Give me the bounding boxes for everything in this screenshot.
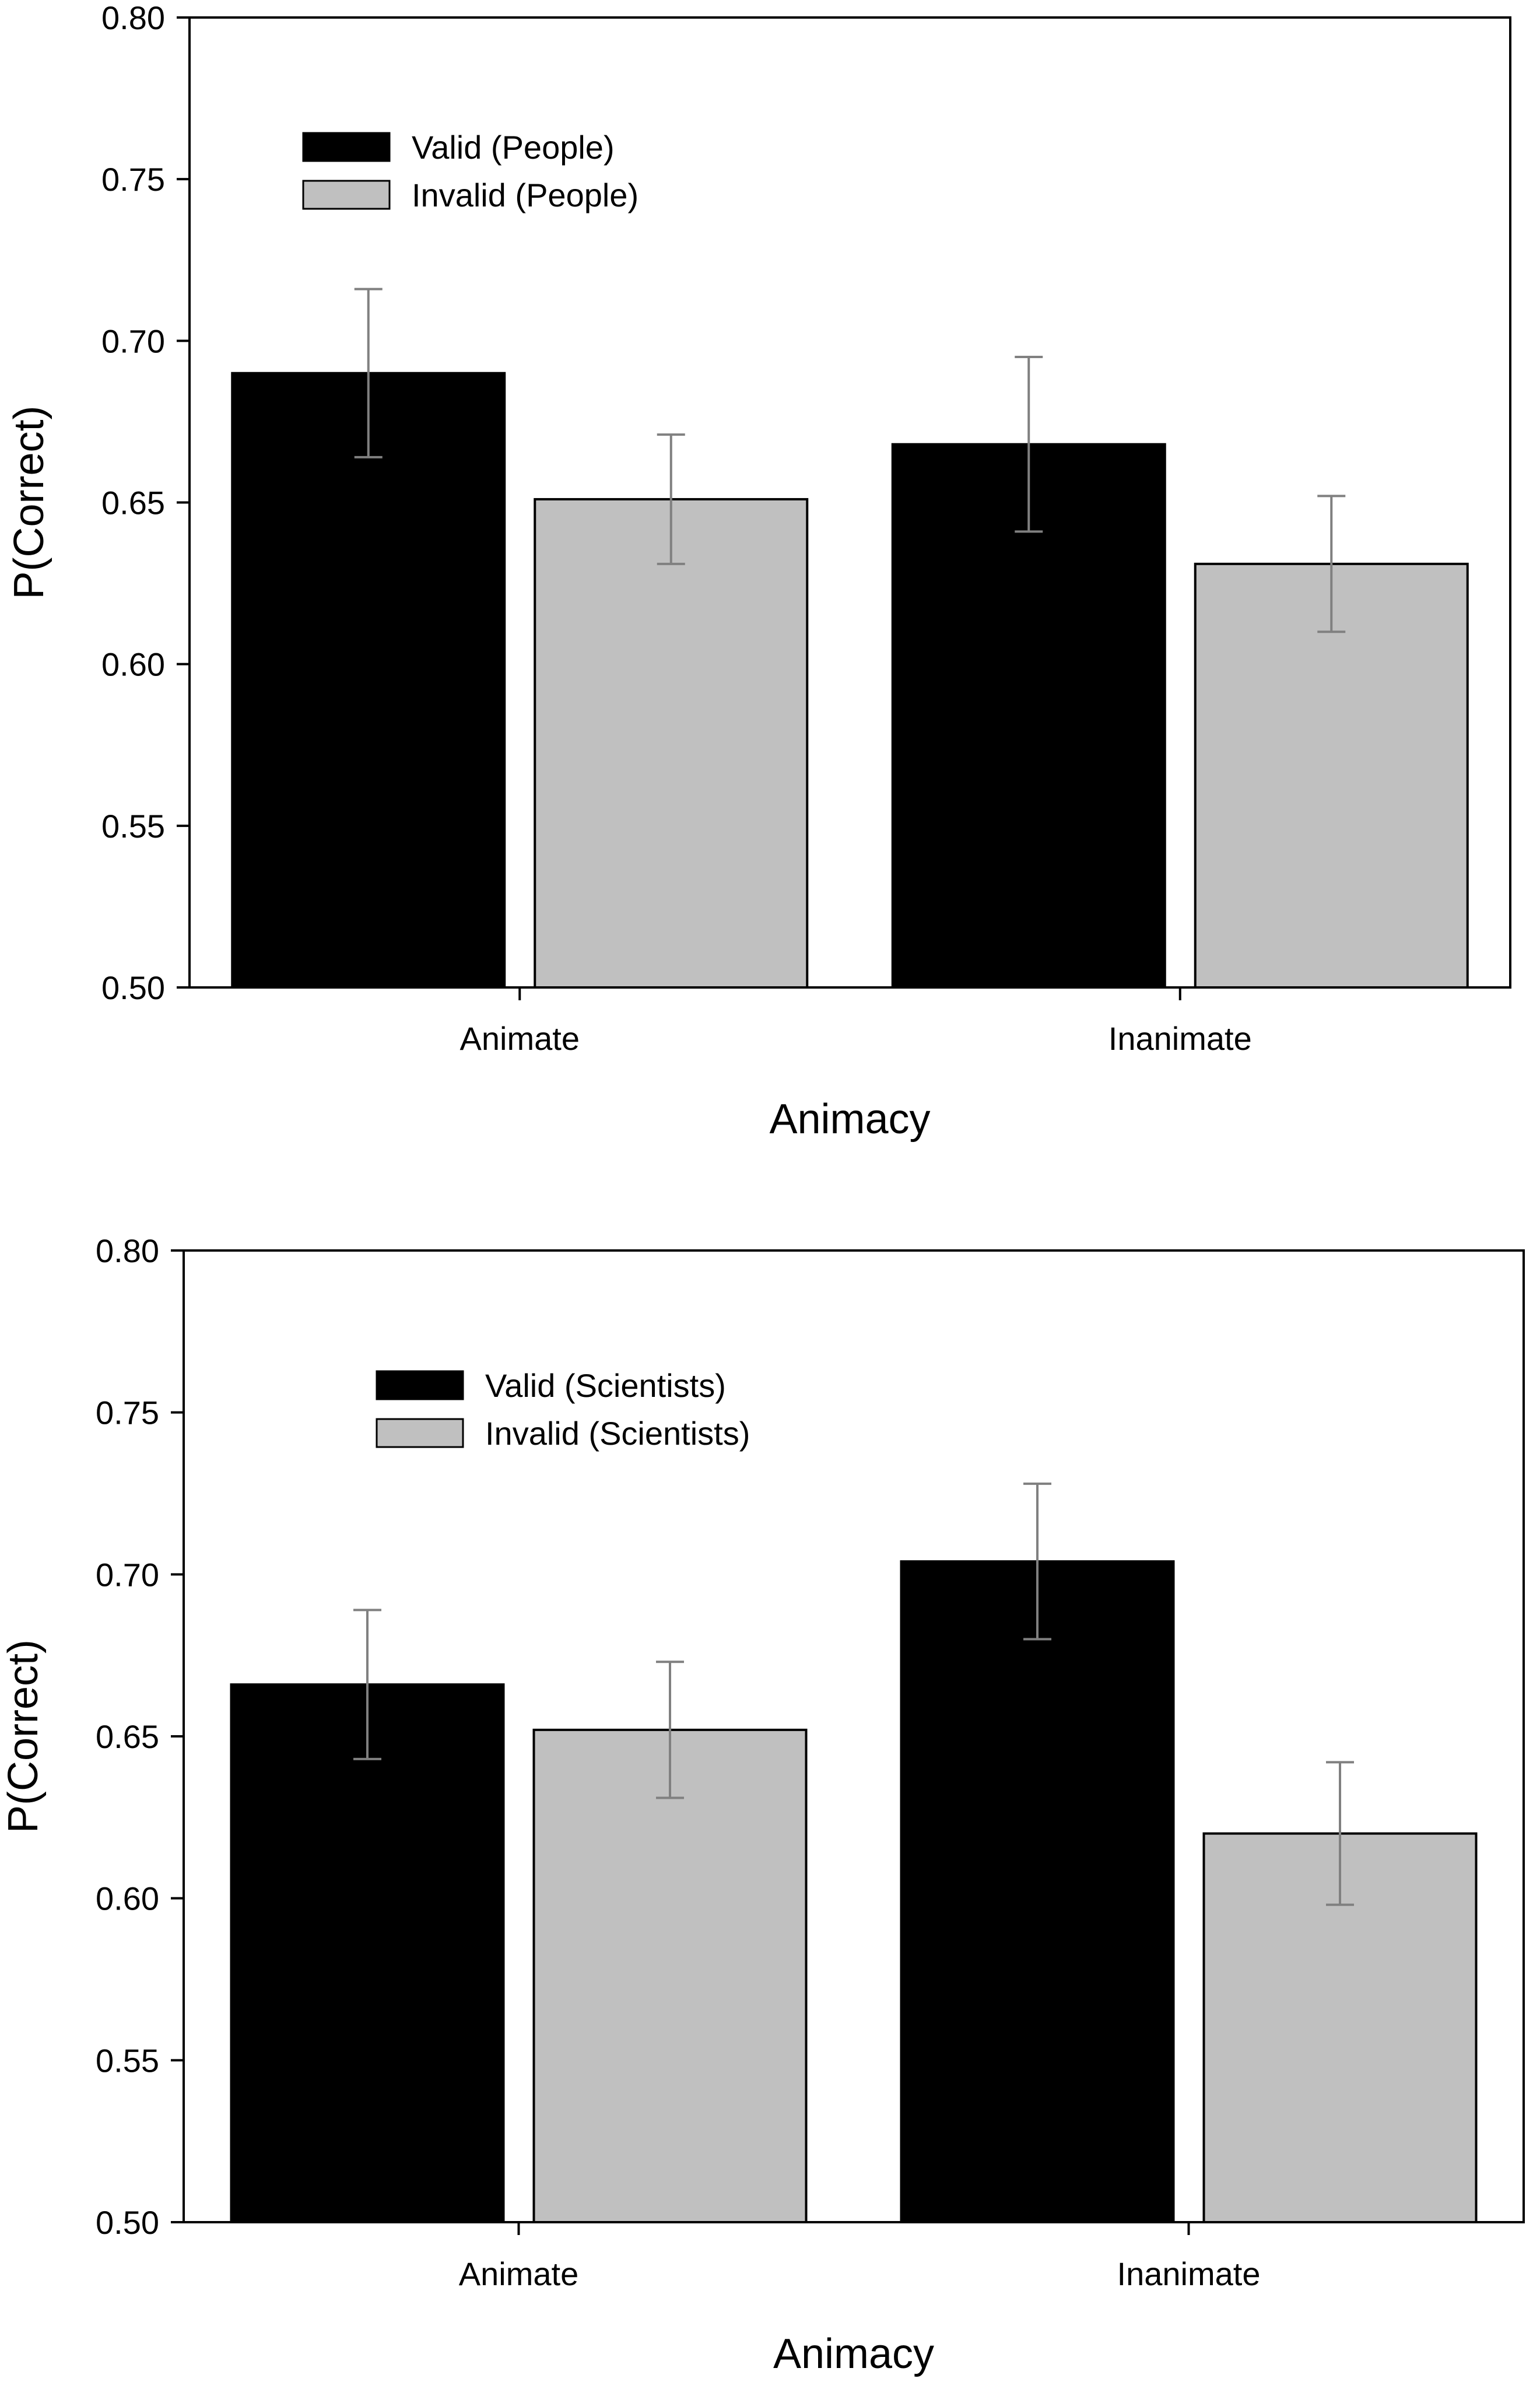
y-tick-label: 0.80 [101,0,165,36]
y-tick-label: 0.50 [96,2204,159,2241]
legend-label-invalid: Invalid (People) [412,177,639,213]
y-tick-label: 0.70 [96,1556,159,1593]
legend-label-invalid: Invalid (Scientists) [485,1415,750,1452]
y-tick-label: 0.55 [96,2042,159,2079]
y-axis-title: P(Correct) [6,405,52,599]
x-axis-title: Animacy [769,1096,930,1143]
chart-panel-1: Animate Inanimate 0.50 0.55 0.60 0.65 0.70 0.75… [6,0,1511,1143]
legend: Valid (People) Invalid (People) [302,129,639,213]
x-tick-label-inanimate: Inanimate [1108,1020,1252,1057]
y-tick-label: 0.65 [96,1718,159,1755]
y-tick-label: 0.75 [96,1395,159,1431]
y-tick-label: 0.60 [101,646,165,683]
legend-swatch-valid [376,1370,464,1400]
bar-invalid-animate [532,1728,808,2223]
y-axis-title: P(Correct) [0,1640,47,1833]
bar-invalid-inanimate [1194,562,1469,989]
bar-valid-inanimate [900,1560,1175,2224]
y-tick-label: 0.50 [101,969,165,1006]
x-axis-title: Animacy [773,2331,934,2377]
y-tick-label: 0.65 [101,485,165,521]
legend-swatch-invalid [302,180,391,210]
legend-swatch-invalid [376,1418,464,1448]
bar-valid-animate [230,1683,505,2224]
chart-panel-2: Animate Inanimate 0.50 0.55 0.60 0.65 0.70 0.75… [0,1232,1525,2377]
x-tick-label-animate: Animate [460,1020,580,1057]
legend-label-valid: Valid (People) [412,129,615,166]
y-tick-label: 0.55 [101,808,165,845]
y-tick-label: 0.70 [101,323,165,359]
legend: Valid (Scientists) Invalid (Scientists) [376,1367,750,1452]
bar-valid-animate [231,372,506,989]
y-tick-label: 0.80 [96,1232,159,1269]
x-tick-label-animate: Animate [459,2255,578,2292]
bar-invalid-animate [534,498,809,989]
x-tick-label-inanimate: Inanimate [1117,2255,1261,2292]
legend-swatch-valid [302,132,391,162]
y-tick-label: 0.60 [96,1880,159,1917]
legend-label-valid: Valid (Scientists) [485,1367,726,1404]
y-tick-label: 0.75 [101,161,165,198]
